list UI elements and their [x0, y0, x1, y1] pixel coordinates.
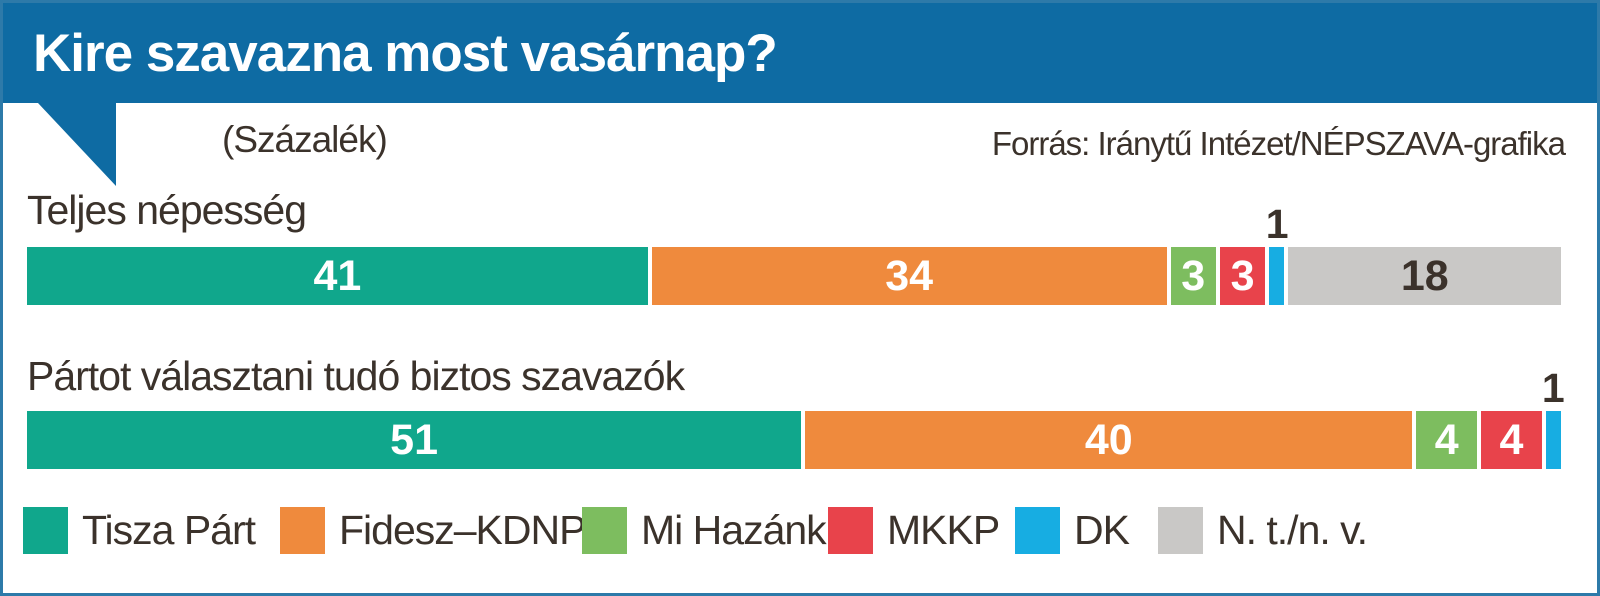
legend-swatch-mi-hazank	[582, 507, 627, 554]
legend-item-mi-hazank: Mi Hazánk	[582, 507, 827, 554]
bar-segment-mi-hazank: 4	[1416, 411, 1478, 469]
segment-value-label: 34	[885, 251, 934, 300]
legend-label: Fidesz–KDNP	[339, 507, 586, 553]
legend-label: MKKP	[887, 507, 1000, 553]
bar-segment-n-t-n-v: 18	[1288, 247, 1561, 305]
legend-item-tisza-part: Tisza Párt	[23, 507, 256, 554]
unit-subtitle: (Százalék)	[222, 119, 388, 160]
legend-swatch-fidesz-kdnp	[280, 507, 325, 554]
segment-value-label: 40	[1084, 415, 1133, 464]
legend-item-dk: DK	[1015, 507, 1130, 554]
segment-value-label: 4	[1499, 415, 1524, 464]
segment-value-label: 41	[313, 251, 362, 300]
legend-item-fidesz-kdnp: Fidesz–KDNP	[280, 507, 586, 554]
stacked-bar-total-population: 41 34 3 3 18	[27, 247, 1561, 305]
header-band: Kire szavazna most vasárnap?	[3, 3, 1597, 103]
speech-bubble-tail	[38, 103, 116, 186]
segment-value-label: 4	[1434, 415, 1459, 464]
segment-value-label: 51	[390, 415, 439, 464]
row-label-certain-voters: Pártot választani tudó biztos szavazók	[27, 353, 685, 399]
bar-segment-mi-hazank: 3	[1170, 247, 1216, 305]
source-credit: Forrás: Iránytű Intézet/NÉPSZAVA-grafika	[991, 125, 1566, 162]
bar-segment-mkkp: 4	[1481, 411, 1542, 469]
legend-swatch-tisza-part	[23, 507, 68, 554]
bar-segment-tisza-part: 51	[27, 411, 802, 469]
segment-value-label: 3	[1181, 251, 1206, 300]
page-title: Kire szavazna most vasárnap?	[33, 23, 778, 83]
segment-value-label: 3	[1230, 251, 1255, 300]
segment-value-label: 18	[1400, 251, 1449, 300]
bar-segment-fidesz-kdnp: 40	[805, 411, 1413, 469]
legend-swatch-dk	[1015, 507, 1060, 554]
legend-label: Mi Hazánk	[641, 507, 827, 553]
legend-item-mkkp: MKKP	[828, 507, 1000, 554]
legend-label: DK	[1074, 507, 1130, 553]
stacked-bar-certain-voters: 51 40 4 4	[27, 411, 1562, 469]
bar-segment-fidesz-kdnp: 34	[651, 247, 1167, 305]
row-label-total-population: Teljes népesség	[27, 187, 307, 233]
legend-label: N. t./n. v.	[1217, 507, 1368, 553]
bar-segment-mkkp: 3	[1219, 247, 1266, 305]
legend-label: Tisza Párt	[82, 507, 256, 553]
bar-segment-dk	[1269, 247, 1285, 305]
bar-segment-tisza-part: 41	[27, 247, 648, 305]
legend-swatch-mkkp	[828, 507, 873, 554]
legend-item-n-t-n-v: N. t./n. v.	[1158, 507, 1368, 554]
bar-segment-dk	[1545, 411, 1562, 469]
outside-value-label-dk: 1	[1541, 365, 1565, 411]
outside-value-label-dk: 1	[1265, 201, 1289, 247]
legend-swatch-n-t-n-v	[1158, 507, 1203, 554]
